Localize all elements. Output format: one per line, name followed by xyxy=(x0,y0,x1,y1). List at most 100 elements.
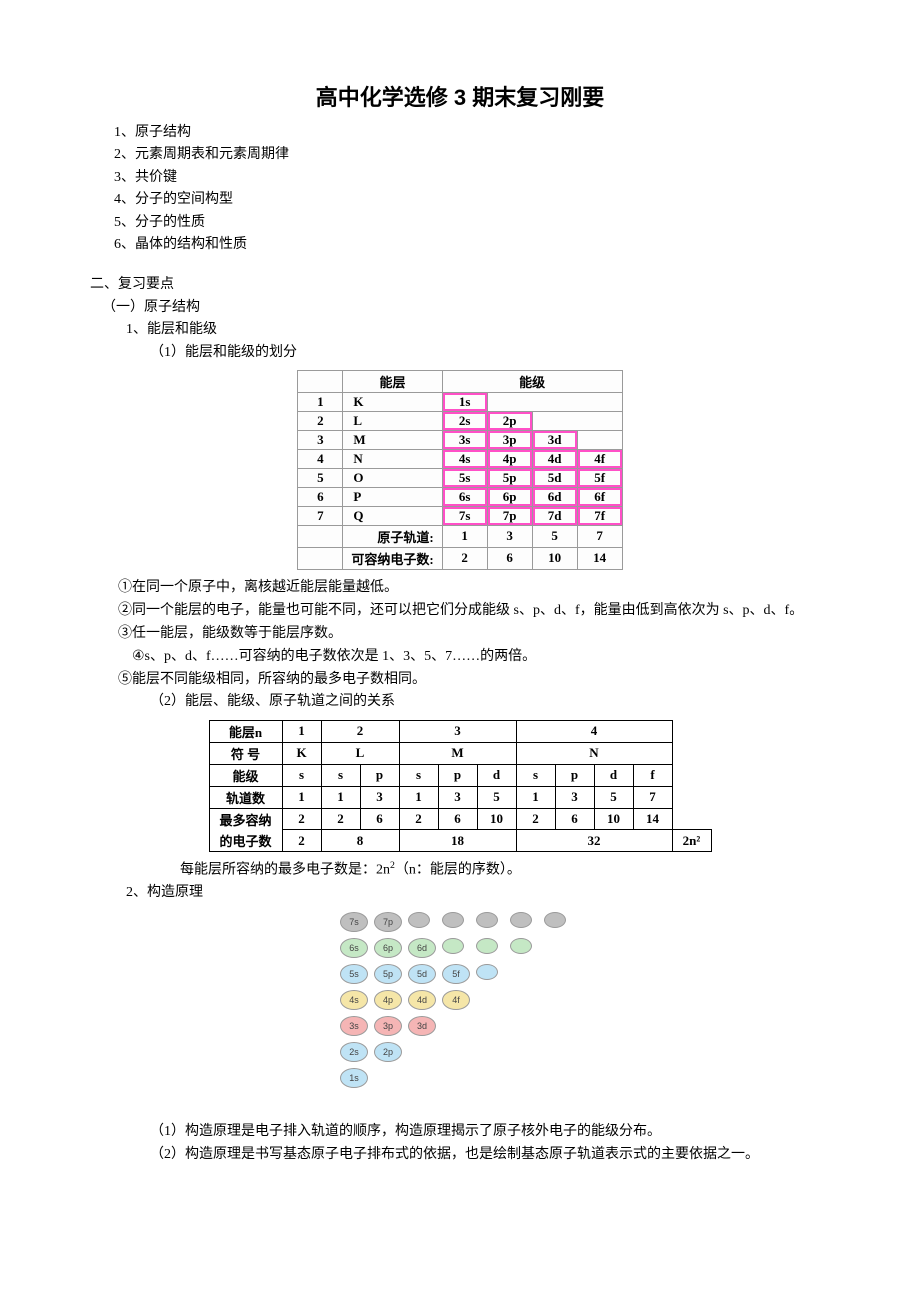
item-heading: 1、能层和能级 xyxy=(126,319,830,341)
page-title: 高中化学选修 3 期末复习刚要 xyxy=(90,80,830,112)
orbital-relation-table: 能层n 1 2 3 4 符 号 K L M N 能级 s s p s p xyxy=(209,720,712,852)
paragraph: ④s、p、d、f……可容纳的电子数依次是 1、3、5、7……的两倍。 xyxy=(90,645,830,668)
toc-item: 4、分子的空间构型 xyxy=(114,189,830,211)
orbital-dot xyxy=(510,912,532,928)
t2-cell: d xyxy=(594,764,633,786)
t2-cell: 10 xyxy=(594,808,633,830)
subitem-heading: （1）能层和能级的划分 xyxy=(150,342,830,364)
t2-cell: 3 xyxy=(555,786,594,808)
t2-cell: 1 xyxy=(321,786,360,808)
t2-cell: s xyxy=(321,764,360,786)
t1-cell: 7f xyxy=(577,506,622,525)
t2-cell: p xyxy=(360,764,399,786)
orbital-bubble: 3d xyxy=(408,1016,436,1036)
paragraph: 每能层所容纳的最多电子数是：2n2（n：能层的序数）。 xyxy=(180,858,830,882)
text: （n：能层的序数）。 xyxy=(395,862,521,877)
t2-cell: f xyxy=(633,764,672,786)
t1-cell: 2s xyxy=(442,411,487,430)
t1-cell: 3p xyxy=(487,430,532,449)
orbital-bubble: 5f xyxy=(442,964,470,984)
t2-cell: 4 xyxy=(516,720,672,742)
orbital-bubble: 7s xyxy=(340,912,368,932)
t1-header-level: 能级 xyxy=(442,370,622,392)
t1-cell: 2 xyxy=(442,547,487,569)
t2-cell: p xyxy=(555,764,594,786)
orbital-dot xyxy=(476,938,498,954)
t1-cell: 6 xyxy=(298,487,343,506)
t1-cell: 5f xyxy=(577,468,622,487)
toc-item: 3、共价键 xyxy=(114,167,830,189)
t1-cell: 1s xyxy=(442,392,487,411)
t2-cell: 6 xyxy=(360,808,399,830)
t1-cell: 6s xyxy=(442,487,487,506)
orbital-dot xyxy=(476,964,498,980)
t1-cell: 4p xyxy=(487,449,532,468)
t2-label: 能级 xyxy=(209,764,282,786)
t2-cell: 6 xyxy=(555,808,594,830)
orbital-bubble: 6p xyxy=(374,938,402,958)
subsection-heading: （一）原子结构 xyxy=(102,297,830,319)
t1-cell xyxy=(532,411,622,430)
t2-cell: s xyxy=(282,764,321,786)
t2-cell: 1 xyxy=(282,720,321,742)
t1-cell: 5s xyxy=(442,468,487,487)
paragraph: ⑤能层不同能级相同，所容纳的最多电子数相同。 xyxy=(90,668,830,691)
t1-footer-label: 原子轨道: xyxy=(343,525,442,547)
t1-cell: 1 xyxy=(442,525,487,547)
t1-cell: 6d xyxy=(532,487,577,506)
orbital-dot xyxy=(510,938,532,954)
t2-cell: 5 xyxy=(594,786,633,808)
t1-cell: 3d xyxy=(532,430,577,449)
t1-cell: P xyxy=(343,487,442,506)
toc-item: 6、晶体的结构和性质 xyxy=(114,234,830,256)
t2-blank xyxy=(672,720,711,830)
t2-cell: 2 xyxy=(516,808,555,830)
t1-cell: 4 xyxy=(298,449,343,468)
subitem-heading: （2）能层、能级、原子轨道之间的关系 xyxy=(150,691,830,713)
t2-cell: K xyxy=(282,742,321,764)
t2-cell: 1 xyxy=(516,786,555,808)
t1-cell: 5 xyxy=(532,525,577,547)
t1-cell xyxy=(298,547,343,569)
text: 每能层所容纳的最多电子数是：2n xyxy=(180,862,390,877)
t1-blank xyxy=(298,370,343,392)
orbital-bubble: 6s xyxy=(340,938,368,958)
t2-label: 符 号 xyxy=(209,742,282,764)
t1-header-shell: 能层 xyxy=(343,370,442,392)
t2-formula: 2n² xyxy=(672,830,711,852)
t2-cell: d xyxy=(477,764,516,786)
energy-level-table-wrap: 能层 能级 1 K 1s 2 L 2s 2p 3 M 3s 3p 3d xyxy=(90,370,830,570)
t1-cell: 3 xyxy=(487,525,532,547)
t2-cell: p xyxy=(438,764,477,786)
toc-item: 1、原子结构 xyxy=(114,122,830,144)
energy-level-table: 能层 能级 1 K 1s 2 L 2s 2p 3 M 3s 3p 3d xyxy=(297,370,622,570)
orbital-bubble: 4s xyxy=(340,990,368,1010)
t2-cell: 2 xyxy=(321,808,360,830)
t2-label: 轨道数 xyxy=(209,786,282,808)
t2-cell: 5 xyxy=(477,786,516,808)
t1-cell: 10 xyxy=(532,547,577,569)
t1-cell: 6f xyxy=(577,487,622,506)
orbital-bubble: 6d xyxy=(408,938,436,958)
t2-cell: 6 xyxy=(438,808,477,830)
t2-label: 最多容纳 xyxy=(209,808,282,830)
paragraph: （1）构造原理是电子排入轨道的顺序，构造原理揭示了原子核外电子的能级分布。 xyxy=(150,1120,830,1143)
t1-cell: 2p xyxy=(487,411,532,430)
t1-cell xyxy=(298,525,343,547)
orbital-dot xyxy=(408,912,430,928)
t2-cell: 32 xyxy=(516,830,672,852)
t1-cell: 1 xyxy=(298,392,343,411)
t2-cell: 2 xyxy=(282,830,321,852)
orbital-bubble: 5p xyxy=(374,964,402,984)
t2-label: 能层n xyxy=(209,720,282,742)
orbital-bubble: 2p xyxy=(374,1042,402,1062)
section-heading: 二、复习要点 xyxy=(90,274,830,296)
paragraph: （2）构造原理是书写基态原子电子排布式的依据，也是绘制基态原子轨道表示式的主要依… xyxy=(150,1143,830,1166)
t2-cell: 8 xyxy=(321,830,399,852)
t1-cell: 3s xyxy=(442,430,487,449)
orbital-bubble: 2s xyxy=(340,1042,368,1062)
t1-cell: 7d xyxy=(532,506,577,525)
paragraph: ②同一个能层的电子，能量也可能不同，还可以把它们分成能级 s、p、d、f，能量由… xyxy=(90,599,830,622)
toc-item: 5、分子的性质 xyxy=(114,212,830,234)
t2-cell: L xyxy=(321,742,399,764)
